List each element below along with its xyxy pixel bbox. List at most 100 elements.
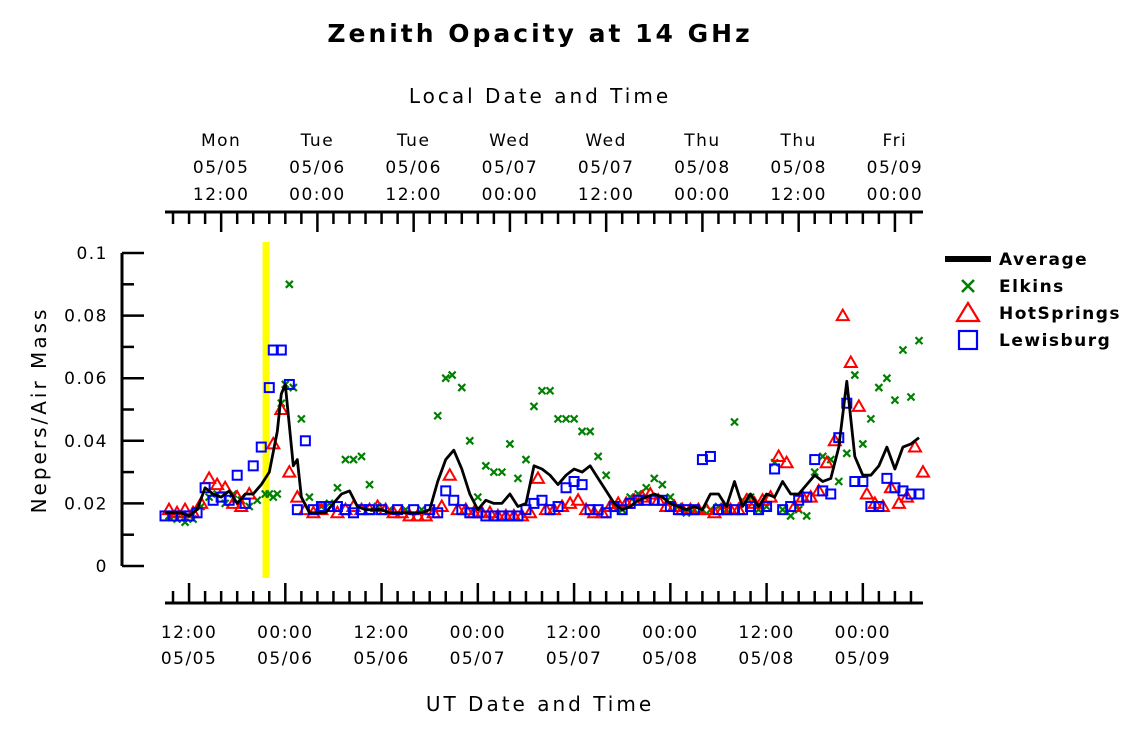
x-stroke xyxy=(650,474,659,483)
x-stroke xyxy=(914,336,924,345)
highlight-layer xyxy=(262,242,270,578)
x-stroke xyxy=(786,511,795,521)
x-stroke xyxy=(545,386,555,395)
bottom-tick-date: 05/07 xyxy=(450,649,507,669)
lewisburg-point xyxy=(761,501,773,513)
hotsprings-point xyxy=(273,401,290,415)
top-tick-day: Mon xyxy=(201,131,241,151)
legend-item-elkins: Elkins xyxy=(961,277,1065,297)
top-tick-day: Wed xyxy=(585,131,627,151)
x-stroke xyxy=(569,414,579,424)
hotsprings-point xyxy=(401,507,418,522)
hotsprings-point xyxy=(819,454,835,469)
lewisburg-point xyxy=(536,494,548,506)
x-stroke xyxy=(882,373,892,383)
elkins-point xyxy=(842,449,852,458)
top-tick-time: 12:00 xyxy=(385,185,442,205)
elkins-point xyxy=(658,480,667,489)
elkins-point xyxy=(481,461,491,471)
hotsprings-point xyxy=(770,448,787,462)
x-stroke xyxy=(285,280,294,289)
x-stroke xyxy=(497,467,507,477)
x-stroke xyxy=(641,483,651,493)
elkins-point xyxy=(545,386,555,395)
x-stroke xyxy=(521,455,531,464)
x-stroke xyxy=(457,383,467,392)
elkins-point xyxy=(489,467,499,477)
top-tick-time: 12:00 xyxy=(578,185,635,205)
x-stroke xyxy=(433,411,442,421)
elkins-point xyxy=(521,455,531,464)
hotsprings-point xyxy=(899,489,915,503)
elkins-point xyxy=(858,439,868,449)
elkins-point xyxy=(529,402,539,411)
bottom-tick-date: 05/06 xyxy=(257,649,314,669)
elkins-point xyxy=(906,392,916,402)
hotsprings-point xyxy=(530,470,546,484)
elkins-point xyxy=(341,455,350,464)
x-stroke xyxy=(810,467,819,477)
elkins-point xyxy=(473,492,483,502)
elkins-point xyxy=(433,411,442,421)
y-tick-label: 0.1 xyxy=(76,244,108,264)
top-tick-time: 12:00 xyxy=(193,185,250,205)
elkins-point xyxy=(914,336,924,345)
elkins-point xyxy=(273,489,282,499)
lewisburg-point xyxy=(199,482,211,494)
legend-item-hotsprings: HotSprings xyxy=(955,300,1120,324)
elkins-point xyxy=(349,455,358,464)
elkins-point xyxy=(297,414,306,424)
lewisburg-point xyxy=(448,494,460,506)
x-stroke xyxy=(826,455,836,464)
x-stroke xyxy=(834,477,844,486)
bottom-tick-time: 12:00 xyxy=(546,623,603,643)
top-tick-day: Wed xyxy=(489,131,531,151)
elkins-point xyxy=(666,492,675,502)
x-stroke xyxy=(730,417,739,427)
legend-label: Elkins xyxy=(999,277,1065,297)
top-tick-day: Thu xyxy=(683,131,720,151)
x-stroke xyxy=(778,505,787,514)
hotsprings-point xyxy=(778,454,795,469)
x-stroke xyxy=(264,489,274,499)
elkins-point xyxy=(802,511,811,521)
lewisburg-point xyxy=(841,397,853,409)
hotsprings-point xyxy=(201,470,217,484)
elkins-point xyxy=(441,373,451,383)
x-stroke xyxy=(890,395,900,405)
elkins-point xyxy=(305,492,314,502)
top-tick-date: 05/07 xyxy=(578,158,635,178)
elkins-point xyxy=(553,414,563,424)
x-stroke xyxy=(297,414,306,424)
elkins-point xyxy=(882,373,892,383)
y-tick-label: 0.02 xyxy=(64,494,108,514)
average-line xyxy=(165,379,920,518)
series-layer xyxy=(159,280,931,527)
x-stroke xyxy=(666,492,675,502)
elkins-point xyxy=(285,280,294,289)
elkins-point xyxy=(874,383,884,392)
lewisburg-point xyxy=(275,344,287,356)
lewisburg-point xyxy=(299,435,311,447)
bottom-axis-title: UT Date and Time xyxy=(426,692,654,716)
x-stroke xyxy=(305,492,314,502)
x-stroke xyxy=(529,402,539,411)
lewisburg-point xyxy=(520,504,532,516)
hotsprings-point xyxy=(586,504,602,519)
elkins-point xyxy=(585,427,595,436)
elkins-point xyxy=(447,370,457,380)
x-stroke xyxy=(489,467,499,477)
y-tick-label: 0.06 xyxy=(64,369,108,389)
top-tick-time: 12:00 xyxy=(770,185,827,205)
legend-square-swatch xyxy=(957,329,979,351)
bottom-tick-date: 05/08 xyxy=(642,649,699,669)
lewisburg-point xyxy=(231,469,243,481)
x-stroke xyxy=(906,392,916,402)
x-stroke xyxy=(898,345,908,355)
lewisburg-point xyxy=(600,507,612,519)
x-stroke xyxy=(585,427,595,436)
lewisburg-point xyxy=(440,485,452,497)
lewisburg-point xyxy=(432,507,444,519)
x-stroke xyxy=(473,492,483,502)
hotsprings-point xyxy=(442,467,458,481)
